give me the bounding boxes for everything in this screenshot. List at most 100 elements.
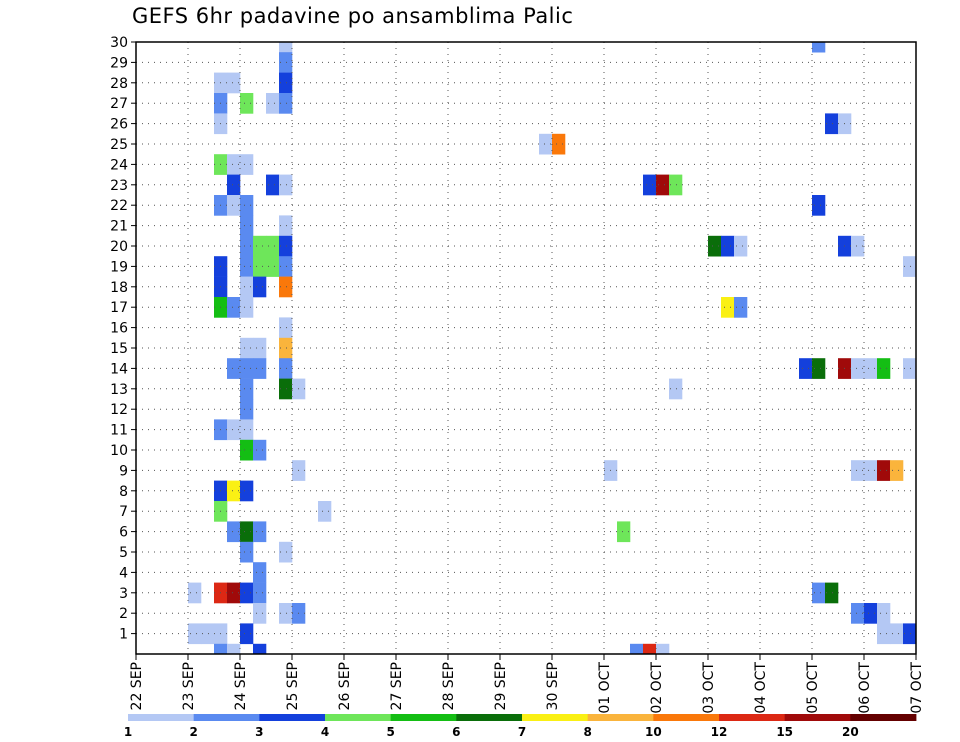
- heatmap-cell: [903, 358, 917, 379]
- x-tick-label: 22 SEP: [129, 662, 145, 710]
- heatmap-cell: [708, 235, 722, 257]
- heatmap-cell: [253, 276, 267, 298]
- heatmap-cell: [253, 582, 267, 604]
- heatmap-cell: [864, 460, 878, 481]
- heatmap-cell: [812, 358, 826, 379]
- heatmap-cell: [253, 603, 267, 624]
- heatmap-cell: [201, 623, 215, 645]
- legend-swatch: [522, 714, 589, 721]
- heatmap-cell: [240, 215, 254, 237]
- heatmap-cell: [227, 480, 241, 502]
- legend-swatch: [193, 714, 260, 721]
- heatmap-cell: [812, 42, 826, 53]
- heatmap-cell: [240, 521, 254, 543]
- y-tick-label: 12: [110, 402, 128, 418]
- heatmap-cell: [240, 235, 254, 257]
- heatmap-cell: [227, 358, 241, 379]
- heatmap-cell: [214, 643, 228, 655]
- legend-label: 5: [386, 725, 394, 739]
- y-tick-label: 1: [119, 627, 128, 643]
- y-tick-label: 6: [119, 525, 128, 541]
- heatmap-cell: [279, 42, 293, 53]
- heatmap-cell: [812, 582, 826, 604]
- chart-title: GEFS 6hr padavine po ansamblima Palic: [132, 4, 574, 28]
- heatmap-cell: [669, 174, 683, 196]
- heatmap-cell: [240, 541, 254, 563]
- heatmap-cell: [253, 521, 267, 543]
- heatmap-cell: [279, 317, 293, 339]
- heatmap-cell: [188, 623, 202, 645]
- heatmap-cell: [643, 643, 657, 655]
- heatmap-cell: [253, 439, 267, 461]
- heatmap-cell: [227, 582, 241, 604]
- heatmap-cell: [227, 174, 241, 196]
- y-tick-label: 15: [110, 341, 128, 357]
- y-tick-label: 8: [119, 484, 128, 500]
- y-tick-label: 9: [119, 463, 128, 479]
- y-tick-label: 28: [110, 76, 128, 92]
- heatmap-cell: [721, 235, 735, 257]
- x-tick-label: 28 SEP: [441, 662, 457, 710]
- heatmap-cell: [279, 235, 293, 257]
- y-tick-label: 24: [110, 157, 128, 173]
- y-tick-label: 21: [110, 219, 128, 235]
- y-tick-label: 10: [110, 443, 128, 459]
- x-axis-ticks: 22 SEP 23 SEP 24 SEP 25 SEP 26 SEP 27 SEP 28 S…: [129, 654, 925, 714]
- y-tick-label: 7: [119, 504, 128, 520]
- legend-label: 3: [255, 725, 263, 739]
- heatmap-cell: [227, 643, 241, 655]
- heatmap-cell: [253, 358, 267, 379]
- heatmap-cell: [669, 378, 683, 400]
- heatmap-cell: [279, 174, 293, 196]
- heatmap-cell: [227, 195, 241, 216]
- heatmap-cells: [188, 42, 917, 655]
- x-tick-label: 23 SEP: [181, 662, 197, 710]
- y-tick-label: 11: [110, 423, 128, 439]
- heatmap-cell: [253, 256, 267, 277]
- heatmap-cell: [188, 582, 202, 604]
- heatmap-cell: [240, 419, 254, 441]
- heatmap-cell: [240, 337, 254, 359]
- legend-swatch: [325, 714, 392, 721]
- heatmap-cell: [890, 623, 904, 645]
- heatmap-cell: [266, 93, 280, 114]
- heatmap-cell: [240, 480, 254, 502]
- x-tick-label: 03 OCT: [701, 662, 717, 714]
- grid-lines: [136, 41, 916, 654]
- heatmap-cell: [851, 358, 865, 379]
- heatmap-cell: [799, 358, 813, 379]
- y-tick-label: 20: [110, 239, 128, 255]
- heatmap-cell: [630, 643, 644, 655]
- heatmap-cell: [903, 256, 917, 277]
- heatmap-cell: [279, 215, 293, 237]
- x-tick-label: 02 OCT: [649, 662, 665, 714]
- x-tick-label: 29 SEP: [493, 662, 509, 710]
- heatmap-cell: [266, 235, 280, 257]
- heatmap-cell: [227, 72, 241, 94]
- heatmap-cell: [240, 439, 254, 461]
- x-tick-label: 30 SEP: [545, 662, 561, 710]
- x-tick-label: 25 SEP: [285, 662, 301, 710]
- heatmap-cell: [825, 113, 839, 135]
- y-tick-label: 13: [110, 382, 128, 398]
- heatmap-cell: [227, 297, 241, 318]
- x-tick-label: 26 SEP: [337, 662, 353, 710]
- heatmap-cell: [279, 72, 293, 94]
- heatmap-cell: [253, 235, 267, 257]
- legend-label: 6: [452, 725, 460, 739]
- heatmap-cell: [240, 276, 254, 298]
- y-tick-label: 27: [110, 96, 128, 112]
- heatmap-cell: [734, 235, 748, 257]
- legend-label: 15: [776, 725, 793, 739]
- heatmap-cell: [877, 460, 891, 481]
- legend-swatch: [850, 714, 917, 721]
- y-axis-ticks: 1234567891011121314151617181920212223242…: [110, 35, 136, 643]
- heatmap-cell: [279, 541, 293, 563]
- heatmap-cell: [240, 623, 254, 645]
- y-tick-label: 30: [110, 35, 128, 51]
- heatmap-cell: [864, 358, 878, 379]
- heatmap-cell: [877, 358, 891, 379]
- y-tick-label: 17: [110, 300, 128, 316]
- heatmap-cell: [240, 93, 254, 114]
- y-tick-label: 23: [110, 178, 128, 194]
